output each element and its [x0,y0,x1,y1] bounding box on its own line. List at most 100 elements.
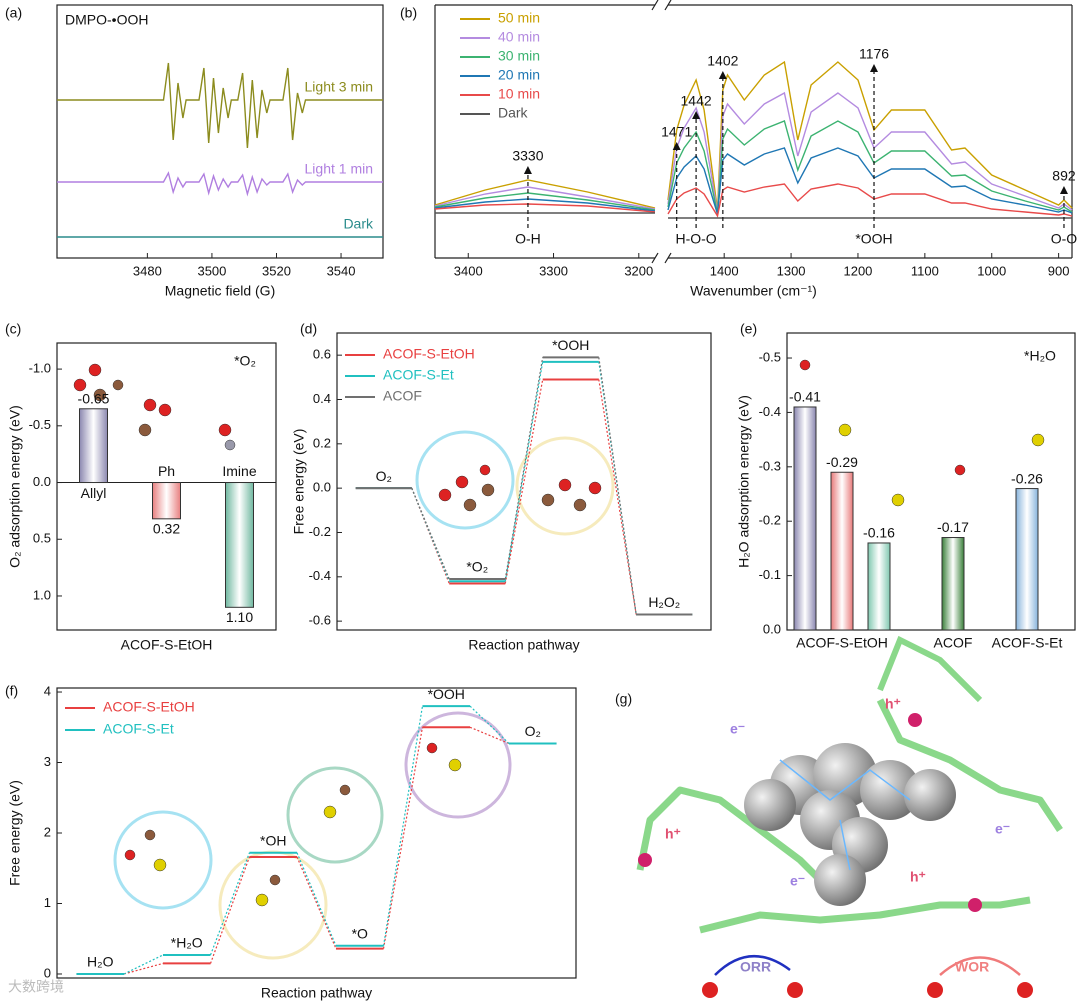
y-tick-label: 0.0 [33,474,51,489]
x-tick-label: 3300 [539,263,568,278]
value-label: -0.65 [78,390,110,406]
legend-label: ACOF-S-EtOH [103,699,195,715]
value-label: -0.29 [826,454,858,470]
y-axis-label: Free energy (eV) [7,780,23,886]
peak-label: 1471 [661,124,692,140]
legend-label: 30 min [498,48,540,64]
y-tick-label: -0.6 [309,613,331,628]
decoration [113,430,615,960]
state-label: *O₂ [466,559,488,575]
annotation: *O₂ [234,353,256,369]
y-tick-label: 1.0 [33,587,51,602]
y-tick-label: 0.6 [313,347,331,362]
legend-label: ACOF [383,388,422,404]
x-tick-label: 3480 [133,263,162,278]
y-axis-label: H₂O adsorption energy (eV) [736,395,752,568]
state-label: O₂ [525,723,541,739]
plot-frame [56,4,384,259]
y-axis-label: O₂ adsorption energy (eV) [7,405,23,568]
x-tick-label: 3400 [454,263,483,278]
panel-label: (b) [400,5,417,21]
bar [830,471,854,631]
peak-label: 1442 [681,93,712,109]
category-label: ACOF [934,635,973,651]
series-line [434,60,1073,211]
value-label: -0.17 [937,519,969,535]
y-tick-label: 0.5 [33,531,51,546]
bar [152,482,181,520]
state-label: *O [352,925,368,941]
category-label: ACOF-S-Et [992,635,1063,651]
level-connector [411,487,450,582]
band-label: *OOH [855,231,892,247]
band-label: O-O [1051,231,1078,247]
peak-label: 3330 [512,148,543,164]
peak-label: 892 [1052,168,1076,184]
y-tick-label: 2 [44,824,51,839]
y-tick-label: -0.4 [759,404,781,419]
series-label: Dark [343,216,374,232]
legend-label: Dark [498,105,529,121]
level-connector [504,361,544,582]
legend-label: 40 min [498,29,540,45]
state-label: *H₂O [171,935,203,951]
level-connector [469,705,510,744]
x-tick-label: 3520 [262,263,291,278]
x-tick-label: 1300 [777,263,806,278]
category-label: ACOF-S-EtOH [796,635,888,651]
y-tick-label: -0.2 [309,524,331,539]
panel-label: (d) [300,321,317,337]
x-axis-label: Reaction pathway [261,985,372,1001]
reaction-label: ORR [740,959,771,975]
level-connector [123,962,164,975]
y-tick-label: -0.5 [759,349,781,364]
level-connector [209,852,251,956]
panel-label: (e) [740,321,757,337]
bar [867,542,891,631]
level-connector [598,357,637,615]
reaction-label: WOR [955,959,989,975]
y-tick-label: -0.1 [759,567,781,582]
panel-label: (c) [5,321,21,337]
axis-break [664,252,672,264]
level-connector [504,379,544,584]
category-label: Ph [158,463,175,479]
x-axis-label: Reaction pathway [468,637,579,653]
state-label: *OOH [428,686,465,702]
x-tick-label: 900 [1048,263,1070,278]
panel-label: (a) [5,5,22,21]
y-tick-label: 0.0 [313,480,331,495]
state-label: *OOH [552,337,589,353]
level-connector [296,852,337,947]
y-tick-label: 3 [44,754,51,769]
series-line [57,62,383,149]
series-line [435,212,1072,219]
value-label: 0.32 [153,521,180,537]
band-label: O-H [515,231,541,247]
carrier-label: e⁻ [790,873,805,889]
x-axis-label: ACOF-S-EtOH [121,637,213,653]
value-label: -0.16 [863,525,895,541]
level-connector [209,856,251,964]
legend-label: ACOF-S-Et [383,367,454,383]
x-tick-label: 3200 [624,263,653,278]
y-tick-label: 0.4 [313,391,331,406]
y-tick-label: -0.2 [759,513,781,528]
y-tick-label: -0.4 [309,568,331,583]
y-tick-label: -1.0 [29,361,51,376]
y-tick-label: 4 [44,683,51,698]
x-axis-label: Wavenumber (cm⁻¹) [690,283,817,299]
y-axis-label: Free energy (eV) [291,429,307,535]
legend-label: ACOF-S-EtOH [383,346,475,362]
y-tick-label: 0.2 [313,435,331,450]
arrow-head [718,71,727,79]
y-tick-label: 0 [44,965,51,980]
carrier-label: e⁻ [995,821,1010,837]
annotation: *H₂O [1024,348,1056,364]
state-label: O₂ [376,468,392,484]
level-connector [382,706,424,946]
arrow-head [523,166,532,174]
level-connector [469,726,510,745]
legend-label: 20 min [498,67,540,83]
